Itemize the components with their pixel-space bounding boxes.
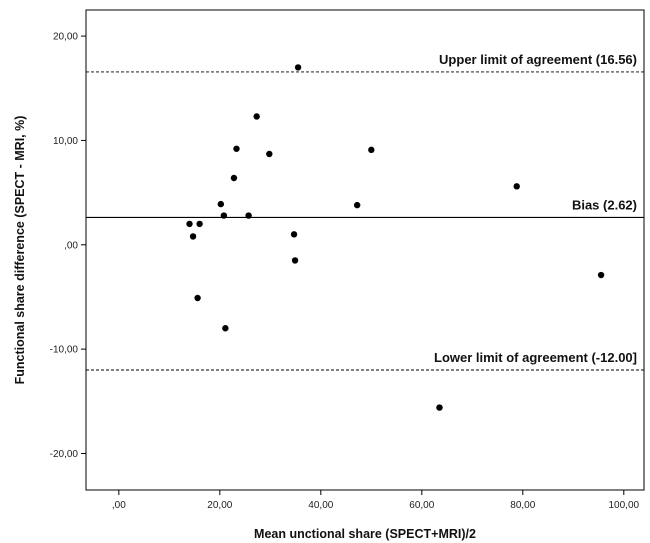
x-axis: ,00 20,00 40,00 60,00 80,00 100,00: [112, 490, 640, 511]
data-point: [194, 294, 201, 302]
data-point: [189, 233, 197, 240]
data-point: [266, 150, 273, 158]
x-tick-label: 60,00: [409, 500, 434, 511]
x-tick-label: 40,00: [308, 500, 333, 511]
data-point: [253, 113, 260, 120]
y-tick-label: ,00: [64, 240, 78, 251]
data-point: [290, 231, 298, 238]
lower-line-label: Lower limit of agreement (-12.00]: [434, 350, 637, 365]
data-point: [196, 220, 203, 228]
data-point: [245, 212, 252, 219]
y-tick-label: 10,00: [53, 136, 78, 147]
data-point: [217, 200, 225, 208]
data-point: [230, 174, 238, 182]
y-axis-title: Functional share difference (SPECT - MRI…: [13, 116, 27, 385]
data-point: [513, 183, 520, 190]
data-point: [220, 212, 228, 219]
data-point: [597, 271, 605, 279]
x-tick-label: 20,00: [207, 500, 232, 511]
x-tick-label: 80,00: [510, 500, 535, 511]
data-point: [368, 146, 375, 154]
data-point: [222, 325, 229, 332]
data-point: [294, 64, 302, 71]
upper-line-label: Upper limit of agreement (16.56): [439, 52, 637, 67]
data-point: [436, 404, 443, 411]
x-axis-title: Mean unctional share (SPECT+MRI)/2: [254, 527, 476, 541]
data-point: [353, 201, 361, 209]
data-point: [186, 220, 193, 228]
data-point: [291, 257, 299, 264]
y-tick-label: -20,00: [50, 449, 79, 460]
y-tick-label: -10,00: [50, 345, 79, 356]
bias-line-label: Bias (2.62): [572, 197, 637, 212]
y-axis: -20,00 -10,00 ,00 10,00 20,00: [50, 32, 86, 460]
data-point: [233, 145, 240, 152]
y-tick-label: 20,00: [53, 32, 78, 43]
x-tick-label: 100,00: [609, 500, 640, 511]
data-points: [186, 64, 605, 411]
reference-lines: Upper limit of agreement (16.56) Bias (2.…: [86, 52, 644, 371]
x-tick-label: ,00: [112, 500, 126, 511]
plot-area-frame: [85, 9, 645, 491]
